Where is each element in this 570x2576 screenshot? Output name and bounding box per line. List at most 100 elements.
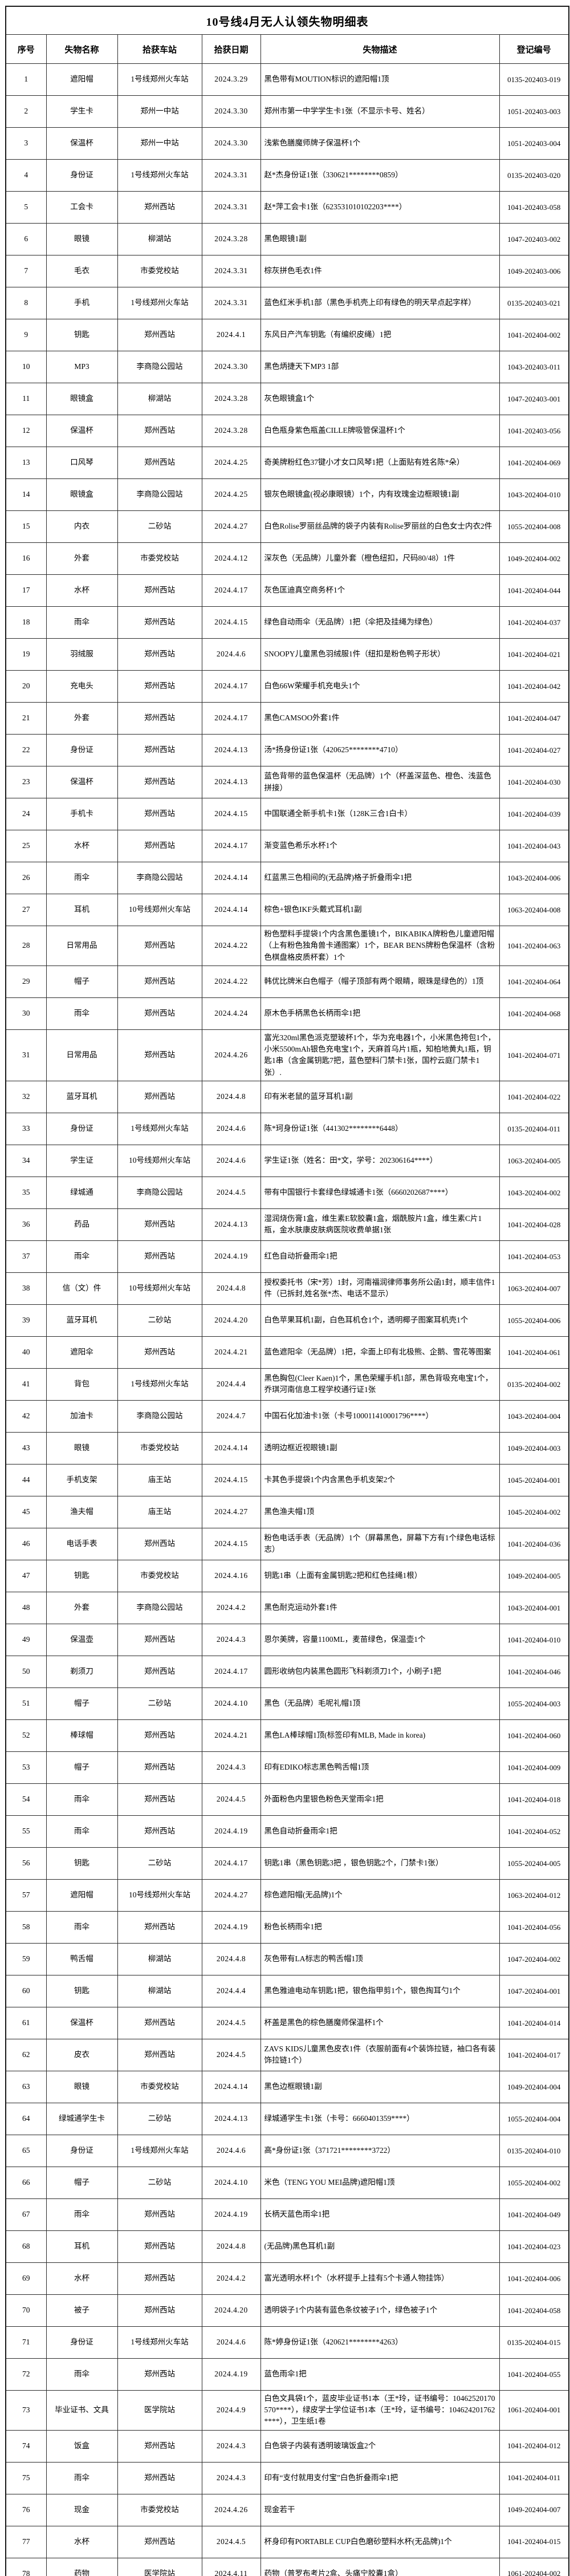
table-cell: 2024.4.13	[201, 766, 261, 798]
table-cell: 8	[5, 287, 47, 319]
table-cell: 杯盖是黑色的棕色膳魔师保温杯1个	[260, 2006, 500, 2039]
table-cell: 李商隐公园站	[117, 1399, 202, 1433]
table-row: 14 眼镜盒 李商隐公园站 2024.4.25 银灰色眼镜盒(视必康眼镜）1个，内有玫瑰…	[5, 478, 569, 511]
table-cell: 1049-202404-007	[499, 2493, 569, 2526]
table-cell: 黑色雅迪电动车钥匙1把，银色指甲剪1个，银色掏耳勺1个	[260, 1974, 500, 2007]
table-cell: 1号线郑州火车站	[117, 63, 202, 96]
table-row: 59 鸭舌帽 柳湖站 2024.4.8 灰色带有LA标志的鸭舌帽1顶 1047-20240…	[5, 1942, 569, 1975]
table-cell: 郑州西站	[117, 2461, 202, 2494]
table-row: 52 棒球帽 郑州西站 2024.4.21 黑色LA棒球帽1顶(标签印有MLB, Mad…	[5, 1719, 569, 1752]
table-cell: 郑州西站	[117, 670, 202, 703]
table-cell: 郑州西站	[117, 702, 202, 735]
table-cell: 2024.4.10	[201, 1687, 261, 1720]
table-cell: 郑州西站	[117, 1910, 202, 1944]
table-cell: 学生证	[46, 1144, 118, 1177]
table-cell: 2024.4.12	[201, 542, 261, 575]
table-cell: 1041-202404-012	[499, 2429, 569, 2463]
table-cell: 外套	[46, 542, 118, 575]
table-row: 11 眼镜盒 柳湖站 2024.3.28 灰色眼镜盒1个 1047-202403-001	[5, 383, 569, 415]
table-cell: 身份证	[46, 2326, 118, 2359]
table-cell: 1041-202404-042	[499, 670, 569, 703]
table-row: 47 钥匙 市委党校站 2024.4.16 钥匙1串（上面有金属钥匙2把和红色挂绳1根）…	[5, 1559, 569, 1592]
table-cell: 郑州西站	[117, 1029, 202, 1081]
table-cell: 55	[5, 1815, 47, 1848]
table-cell: 透明边框近视眼镜1副	[260, 1431, 500, 1465]
table-cell: 日常用品	[46, 926, 118, 966]
table-cell: 1043-202404-006	[499, 862, 569, 894]
table-row: 76 现金 市委党校站 2024.4.26 现金若干 1049-202404-007	[5, 2493, 569, 2526]
table-cell: 1号线郑州火车站	[117, 1112, 202, 1145]
table-cell: 36	[5, 1208, 47, 1241]
table-cell: 1045-202404-002	[499, 1495, 569, 1528]
table-cell: 白色瓶身紫色瓶盖CILLE牌吸管保温杯1个	[260, 415, 500, 447]
table-cell: 1041-202404-056	[499, 1910, 569, 1944]
table-cell: 雨伞	[46, 1815, 118, 1848]
table-cell: 日常用品	[46, 1029, 118, 1081]
table-cell: 郑州西站	[117, 319, 202, 351]
table-cell: 2024.4.26	[201, 1029, 261, 1081]
column-header: 失物名称	[46, 34, 118, 64]
table-cell: 二砂站	[117, 1847, 202, 1880]
table-cell: 5	[5, 191, 47, 224]
table-cell: 雨伞	[46, 1910, 118, 1944]
table-cell: 34	[5, 1144, 47, 1177]
table-cell: 2024.4.19	[201, 2198, 261, 2231]
table-cell: 1041-202404-030	[499, 766, 569, 798]
table-cell: 39	[5, 1304, 47, 1337]
table-cell: 1041-202404-006	[499, 2262, 569, 2295]
table-cell: 27	[5, 894, 47, 926]
table-cell: 1041-202404-037	[499, 606, 569, 639]
table-cell: 二砂站	[117, 2102, 202, 2135]
table-cell: 2024.4.1	[201, 319, 261, 351]
table-cell: 1063-202404-007	[499, 1272, 569, 1305]
table-cell: 2024.4.19	[201, 1815, 261, 1848]
table-cell: 棕色遮阳帽(无品牌)1个	[260, 1879, 500, 1912]
table-cell: 水杯	[46, 2262, 118, 2295]
table-cell: 汤*扬身份证1张（420625********4710）	[260, 734, 500, 766]
table-cell: 59	[5, 1942, 47, 1975]
table-cell: 1041-202404-021	[499, 638, 569, 671]
table-cell: 黑色渔夫帽1顶	[260, 1495, 500, 1528]
table-cell: 蓝色红米手机1部（黑色手机壳上印有绿色的明天早点起字样）	[260, 287, 500, 319]
table-cell: 32	[5, 1080, 47, 1113]
table-cell: 药品	[46, 1208, 118, 1241]
table-cell: 郑州西站	[117, 415, 202, 447]
table-cell: 柳湖站	[117, 1942, 202, 1975]
table-cell: 内衣	[46, 510, 118, 543]
table-cell: 2024.4.5	[201, 2006, 261, 2039]
table-cell: 1041-202403-056	[499, 415, 569, 447]
table-cell: 郑州西站	[117, 2525, 202, 2558]
table-cell: 帽子	[46, 965, 118, 998]
table-row: 34 学生证 10号线郑州火车站 2024.4.6 学生证1张（姓名：田*文，学号：20…	[5, 1144, 569, 1177]
table-cell: 66	[5, 2166, 47, 2199]
table-cell: 1041-202404-014	[499, 2006, 569, 2039]
table-cell: 63	[5, 2070, 47, 2103]
table-row: 25 水杯 郑州西站 2024.4.17 渐变蓝色希乐水杯1个 1041-202404-0…	[5, 830, 569, 862]
table-cell: 郑州西站	[117, 1719, 202, 1752]
table-cell: 2024.3.28	[201, 223, 261, 255]
table-cell: 1041-202404-017	[499, 2038, 569, 2071]
table-cell: 75	[5, 2461, 47, 2494]
table-cell: 工会卡	[46, 191, 118, 224]
table-cell: 遮阳帽	[46, 63, 118, 96]
table-cell: 1041-202404-046	[499, 1655, 569, 1688]
table-cell: 69	[5, 2262, 47, 2295]
table-cell: 2024.4.14	[201, 1431, 261, 1465]
table-cell: 2024.4.3	[201, 1623, 261, 1656]
table-row: 20 充电头 郑州西站 2024.4.17 白色66W荣耀手机充电头1个 1041-202…	[5, 670, 569, 703]
table-cell: 雨伞	[46, 1783, 118, 1816]
table-cell: 遮阳伞	[46, 1336, 118, 1369]
table-cell: 口风琴	[46, 447, 118, 479]
table-cell: 30	[5, 997, 47, 1030]
table-cell: 眼镜	[46, 2070, 118, 2103]
table-cell: 2024.4.2	[201, 1591, 261, 1624]
table-cell: 1047-202404-001	[499, 1974, 569, 2007]
table-cell: 73	[5, 2390, 47, 2431]
table-cell: 郑州一中站	[117, 95, 202, 128]
table-cell: 中国石化加油卡1张（卡号100011410001796****）	[260, 1399, 500, 1433]
table-cell: 1063-202404-008	[499, 894, 569, 926]
table-cell: 郑州西站	[117, 1815, 202, 1848]
table-cell: 1049-202404-002	[499, 542, 569, 575]
table-cell: 郑州西站	[117, 1655, 202, 1688]
table-cell: 学生卡	[46, 95, 118, 128]
